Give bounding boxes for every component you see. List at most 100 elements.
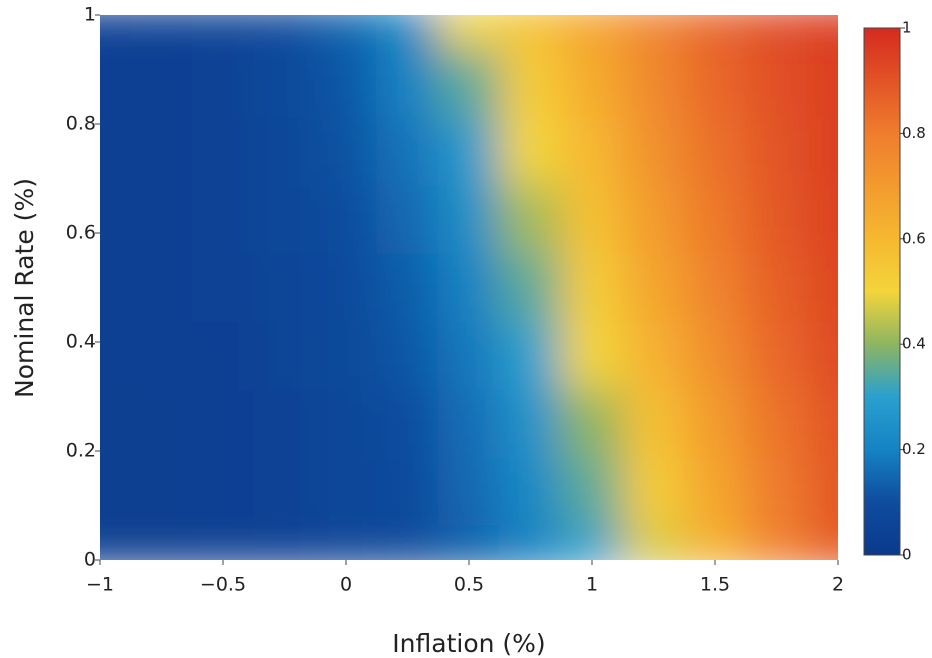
- heatmap-cell: [683, 48, 747, 118]
- heatmap-cell: [191, 457, 255, 527]
- colorbar-tick-label: 0: [902, 546, 912, 564]
- heatmap-cell: [806, 252, 838, 323]
- heatmap-cell: [806, 389, 838, 459]
- heatmap-cell: [253, 389, 316, 459]
- heatmap-cell: [130, 184, 193, 254]
- heatmap-cell: [253, 252, 316, 323]
- heatmap-cell: [437, 15, 501, 50]
- heatmap-cell: [191, 321, 255, 391]
- heatmap-cell: [253, 457, 316, 527]
- y-tick-label: 0.6: [66, 222, 96, 244]
- y-tick-label: 0.4: [66, 331, 96, 353]
- heatmap-cell: [806, 48, 838, 118]
- heatmap-cell: [437, 48, 501, 118]
- heatmap-cell: [437, 116, 501, 186]
- heatmap-cell: [376, 48, 439, 118]
- x-tick-label: −0.5: [200, 574, 246, 596]
- heatmap-cell: [100, 321, 132, 391]
- colorbar-tick-label: 0.4: [902, 335, 926, 353]
- heatmap-cell: [745, 15, 808, 50]
- heatmap-cell: [100, 525, 132, 560]
- heatmap-cell: [560, 116, 624, 186]
- heatmap-cell: [314, 457, 378, 527]
- heatmap-cell: [745, 116, 808, 186]
- heatmap-cell: [622, 184, 685, 254]
- heatmap-cell: [560, 15, 624, 50]
- heatmap-cell: [745, 48, 808, 118]
- heatmap-cell: [806, 525, 838, 560]
- heatmap-cell: [683, 457, 747, 527]
- heatmap-cell: [499, 457, 562, 527]
- heatmap-cell: [683, 15, 747, 50]
- heatmap-cell: [560, 457, 624, 527]
- heatmap-cell: [376, 389, 439, 459]
- heatmap-cell: [499, 48, 562, 118]
- plot-area: [100, 15, 838, 560]
- heatmap-cell: [560, 184, 624, 254]
- heatmap-cell: [683, 525, 747, 560]
- heatmap-cell: [314, 525, 378, 560]
- heatmap-cell: [376, 252, 439, 323]
- heatmap-cell: [437, 184, 501, 254]
- heatmap-cell: [314, 184, 378, 254]
- x-tick-label: 2: [832, 574, 844, 596]
- heatmap-cell: [314, 15, 378, 50]
- heatmap-cell: [191, 252, 255, 323]
- heatmap-cell: [314, 321, 378, 391]
- y-tick-label: 0: [84, 549, 96, 571]
- heatmap-cell: [314, 116, 378, 186]
- heatmap-cell: [130, 321, 193, 391]
- heatmap-cell: [622, 15, 685, 50]
- heatmap-cell: [253, 184, 316, 254]
- heatmap-cell: [499, 116, 562, 186]
- heatmap-cell: [745, 525, 808, 560]
- heatmap-cell: [130, 457, 193, 527]
- heatmap-cell: [806, 15, 838, 50]
- heatmap-cell: [314, 252, 378, 323]
- heatmap-cell: [683, 321, 747, 391]
- heatmap-cell: [622, 389, 685, 459]
- heatmap-cell: [560, 48, 624, 118]
- heatmap-cell: [130, 252, 193, 323]
- heatmap-cell: [100, 184, 132, 254]
- y-tick-label: 0.2: [66, 440, 96, 462]
- heatmap-cell: [745, 389, 808, 459]
- heatmap-cell: [622, 48, 685, 118]
- heatmap-cell: [130, 116, 193, 186]
- heatmap-cell: [130, 15, 193, 50]
- heatmap-cell: [560, 252, 624, 323]
- x-tick-label: 0: [340, 574, 352, 596]
- heatmap-cell: [253, 15, 316, 50]
- heatmap-cell: [253, 321, 316, 391]
- heatmap-cell: [437, 525, 501, 560]
- y-axis-title: Nominal Rate (%): [10, 178, 39, 398]
- heatmap-cell: [745, 457, 808, 527]
- x-tick-label: 0.5: [454, 574, 484, 596]
- heatmap-cell: [253, 525, 316, 560]
- heatmap-cell: [745, 184, 808, 254]
- heatmap-cell: [191, 525, 255, 560]
- heatmap-cell: [437, 389, 501, 459]
- heatmap-cell: [191, 184, 255, 254]
- heatmap-cell: [191, 15, 255, 50]
- heatmap-cell: [437, 321, 501, 391]
- heatmap-cell: [499, 15, 562, 50]
- heatmap-cell: [560, 389, 624, 459]
- heatmap-cell: [100, 15, 132, 50]
- heatmap-cell: [683, 184, 747, 254]
- heatmap-cell: [499, 184, 562, 254]
- heatmap-cell: [683, 389, 747, 459]
- x-tick-label: 1: [586, 574, 598, 596]
- heatmap-cell: [130, 389, 193, 459]
- heatmap-cell: [376, 457, 439, 527]
- heatmap-cell: [499, 252, 562, 323]
- colorbar-tick-label: 1: [902, 19, 912, 37]
- heatmap-cell: [683, 252, 747, 323]
- y-tick-label: 0.8: [66, 113, 96, 135]
- heatmap-cell: [622, 252, 685, 323]
- heatmap: [100, 15, 838, 560]
- heatmap-cell: [100, 457, 132, 527]
- heatmap-cell: [499, 389, 562, 459]
- heatmap-cell: [745, 252, 808, 323]
